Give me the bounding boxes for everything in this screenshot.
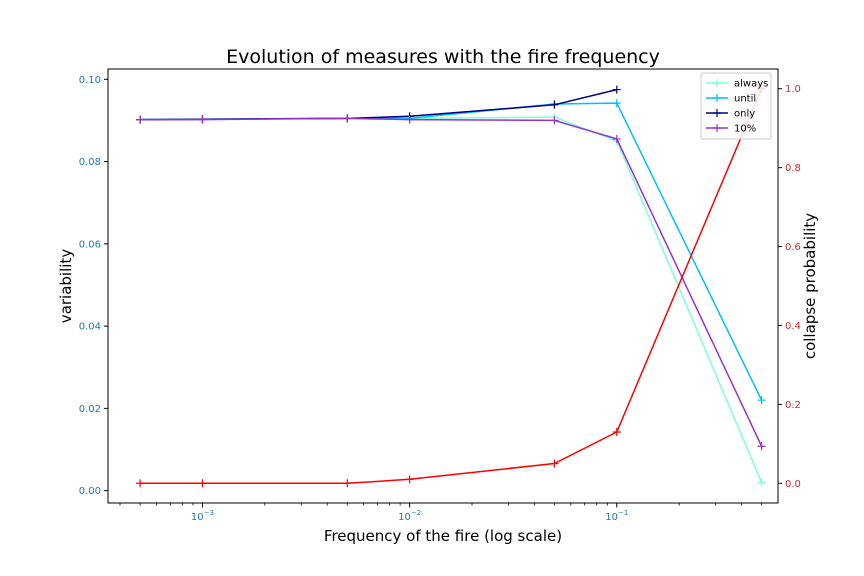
data-point-until [757,396,766,405]
data-point-10 [198,115,207,124]
data-point-series-4 [612,427,621,436]
x-tick-label: 10−3 [191,509,214,523]
y-axis-right-label: collapse probability [801,213,819,359]
y-axis-left-label: variability [57,249,75,324]
data-point-10 [757,442,766,451]
y-right-tick-label: 0.4 [785,321,801,332]
y-left-tick-label: 0.04 [79,322,101,333]
data-point-10 [136,115,145,124]
plot-frame [107,68,779,504]
data-point-series-4 [136,479,145,488]
data-point-10 [343,114,352,123]
data-point-series-4 [343,479,352,488]
legend-marker [713,109,721,117]
legend-marker [713,124,721,132]
y-left-tick-label: 0.02 [79,404,101,415]
legend-entry-label: until [734,94,756,105]
y-left-tick-label: 0.10 [79,75,101,86]
data-point-10 [405,115,414,124]
legend-entry-label: 10% [734,124,756,135]
y-left-tick-label: 0.08 [79,157,101,168]
y-right-tick-label: 1.0 [785,84,801,95]
y-left-tick-label: 0.00 [79,486,101,497]
data-point-always [757,478,766,487]
y-left-tick-label: 0.06 [79,239,101,250]
y-right-tick-label: 0.0 [785,479,801,490]
data-point-only [612,85,621,94]
x-axis-label: Frequency of the fire (log scale) [324,527,562,545]
legend: always until only 10% [700,72,772,140]
y-right-tick-label: 0.8 [785,163,801,174]
data-point-series-4 [405,475,414,484]
y-right-tick-label: 0.2 [785,400,801,411]
chart-title: Evolution of measures with the fire freq… [226,46,660,68]
legend-entry-label: always [734,79,768,90]
legend-box [700,72,772,140]
x-tick-label: 10−2 [398,509,421,523]
data-point-series-4 [198,479,207,488]
data-point-10 [612,134,621,143]
legend-marker [713,79,721,87]
legend-marker [713,94,721,102]
data-point-only [550,100,559,109]
data-point-until [612,99,621,108]
legend-entry-label: only [734,109,755,120]
x-tick-label: 10−1 [605,509,628,523]
plot-area: 0.00 0.02 0.04 0.06 0.08 0.10 0.0 0.2 0.4 0.6 0.8 1… [79,68,801,523]
data-point-10 [550,116,559,125]
data-point-series-4 [550,459,559,468]
y-right-tick-label: 0.6 [785,242,801,253]
